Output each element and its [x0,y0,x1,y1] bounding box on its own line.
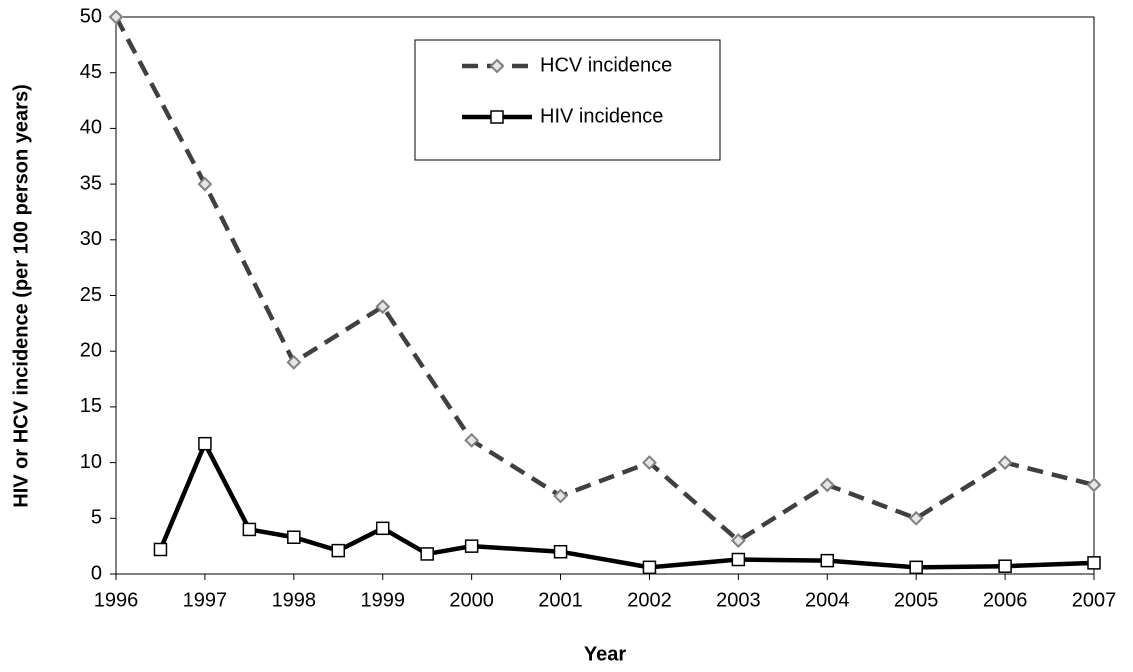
y-tick-label: 0 [91,562,102,584]
data-point [331,543,346,558]
y-tick-label: 45 [80,61,102,83]
data-point [153,542,168,557]
data-point [642,455,657,471]
data-point [1087,556,1101,570]
x-tick-label: 2004 [805,589,850,611]
data-point [464,539,479,553]
data-point [642,560,657,575]
series-line [114,15,1095,544]
data-point [420,547,434,561]
data-point [375,521,390,536]
x-tick-label: 1997 [183,589,228,611]
data-point [730,533,746,548]
series-line [158,438,1095,570]
y-tick-label: 35 [80,172,102,194]
y-tick-label: 30 [80,228,102,250]
data-point [909,560,923,575]
data-point [553,488,568,504]
data-point [375,299,391,315]
y-tick-label: 50 [80,5,102,27]
legend-box [414,39,721,161]
y-tick-label: 40 [80,117,102,139]
x-tick-label: 2000 [449,589,494,611]
legend-marker [489,58,505,74]
data-point [108,9,124,25]
x-tick-label: 1999 [360,589,405,611]
data-point [997,455,1013,471]
legend-label: HCV incidence [540,54,672,76]
x-tick-label: 1996 [94,589,139,611]
y-axis-title: HIV or HCV incidence (per 100 person yea… [10,84,32,508]
x-tick-label: 2001 [538,589,583,611]
data-point [998,559,1012,573]
y-tick-label: 25 [80,284,102,306]
y-tick-label: 15 [80,395,102,417]
x-tick-label: 2005 [894,589,939,611]
data-point [287,530,301,544]
y-tick-label: 10 [80,451,102,473]
data-point [242,522,257,537]
data-point [197,176,213,192]
x-axis-title: Year [584,643,626,665]
data-point [820,553,835,568]
data-point [908,510,924,526]
x-tick-label: 2006 [983,589,1028,611]
data-point [1086,477,1102,493]
data-point [286,354,302,370]
y-tick-label: 20 [80,339,102,361]
data-point [198,436,212,451]
data-point [819,477,835,493]
x-tick-label: 2007 [1072,589,1117,611]
x-tick-label: 2003 [716,589,761,611]
x-tick-label: 1998 [272,589,317,611]
x-tick-label: 2002 [627,589,672,611]
data-point [464,432,480,448]
legend-label: HIV incidence [540,105,663,127]
y-tick-label: 5 [91,507,102,529]
legend-marker [490,110,504,124]
data-point [731,552,746,567]
data-point [553,544,568,559]
